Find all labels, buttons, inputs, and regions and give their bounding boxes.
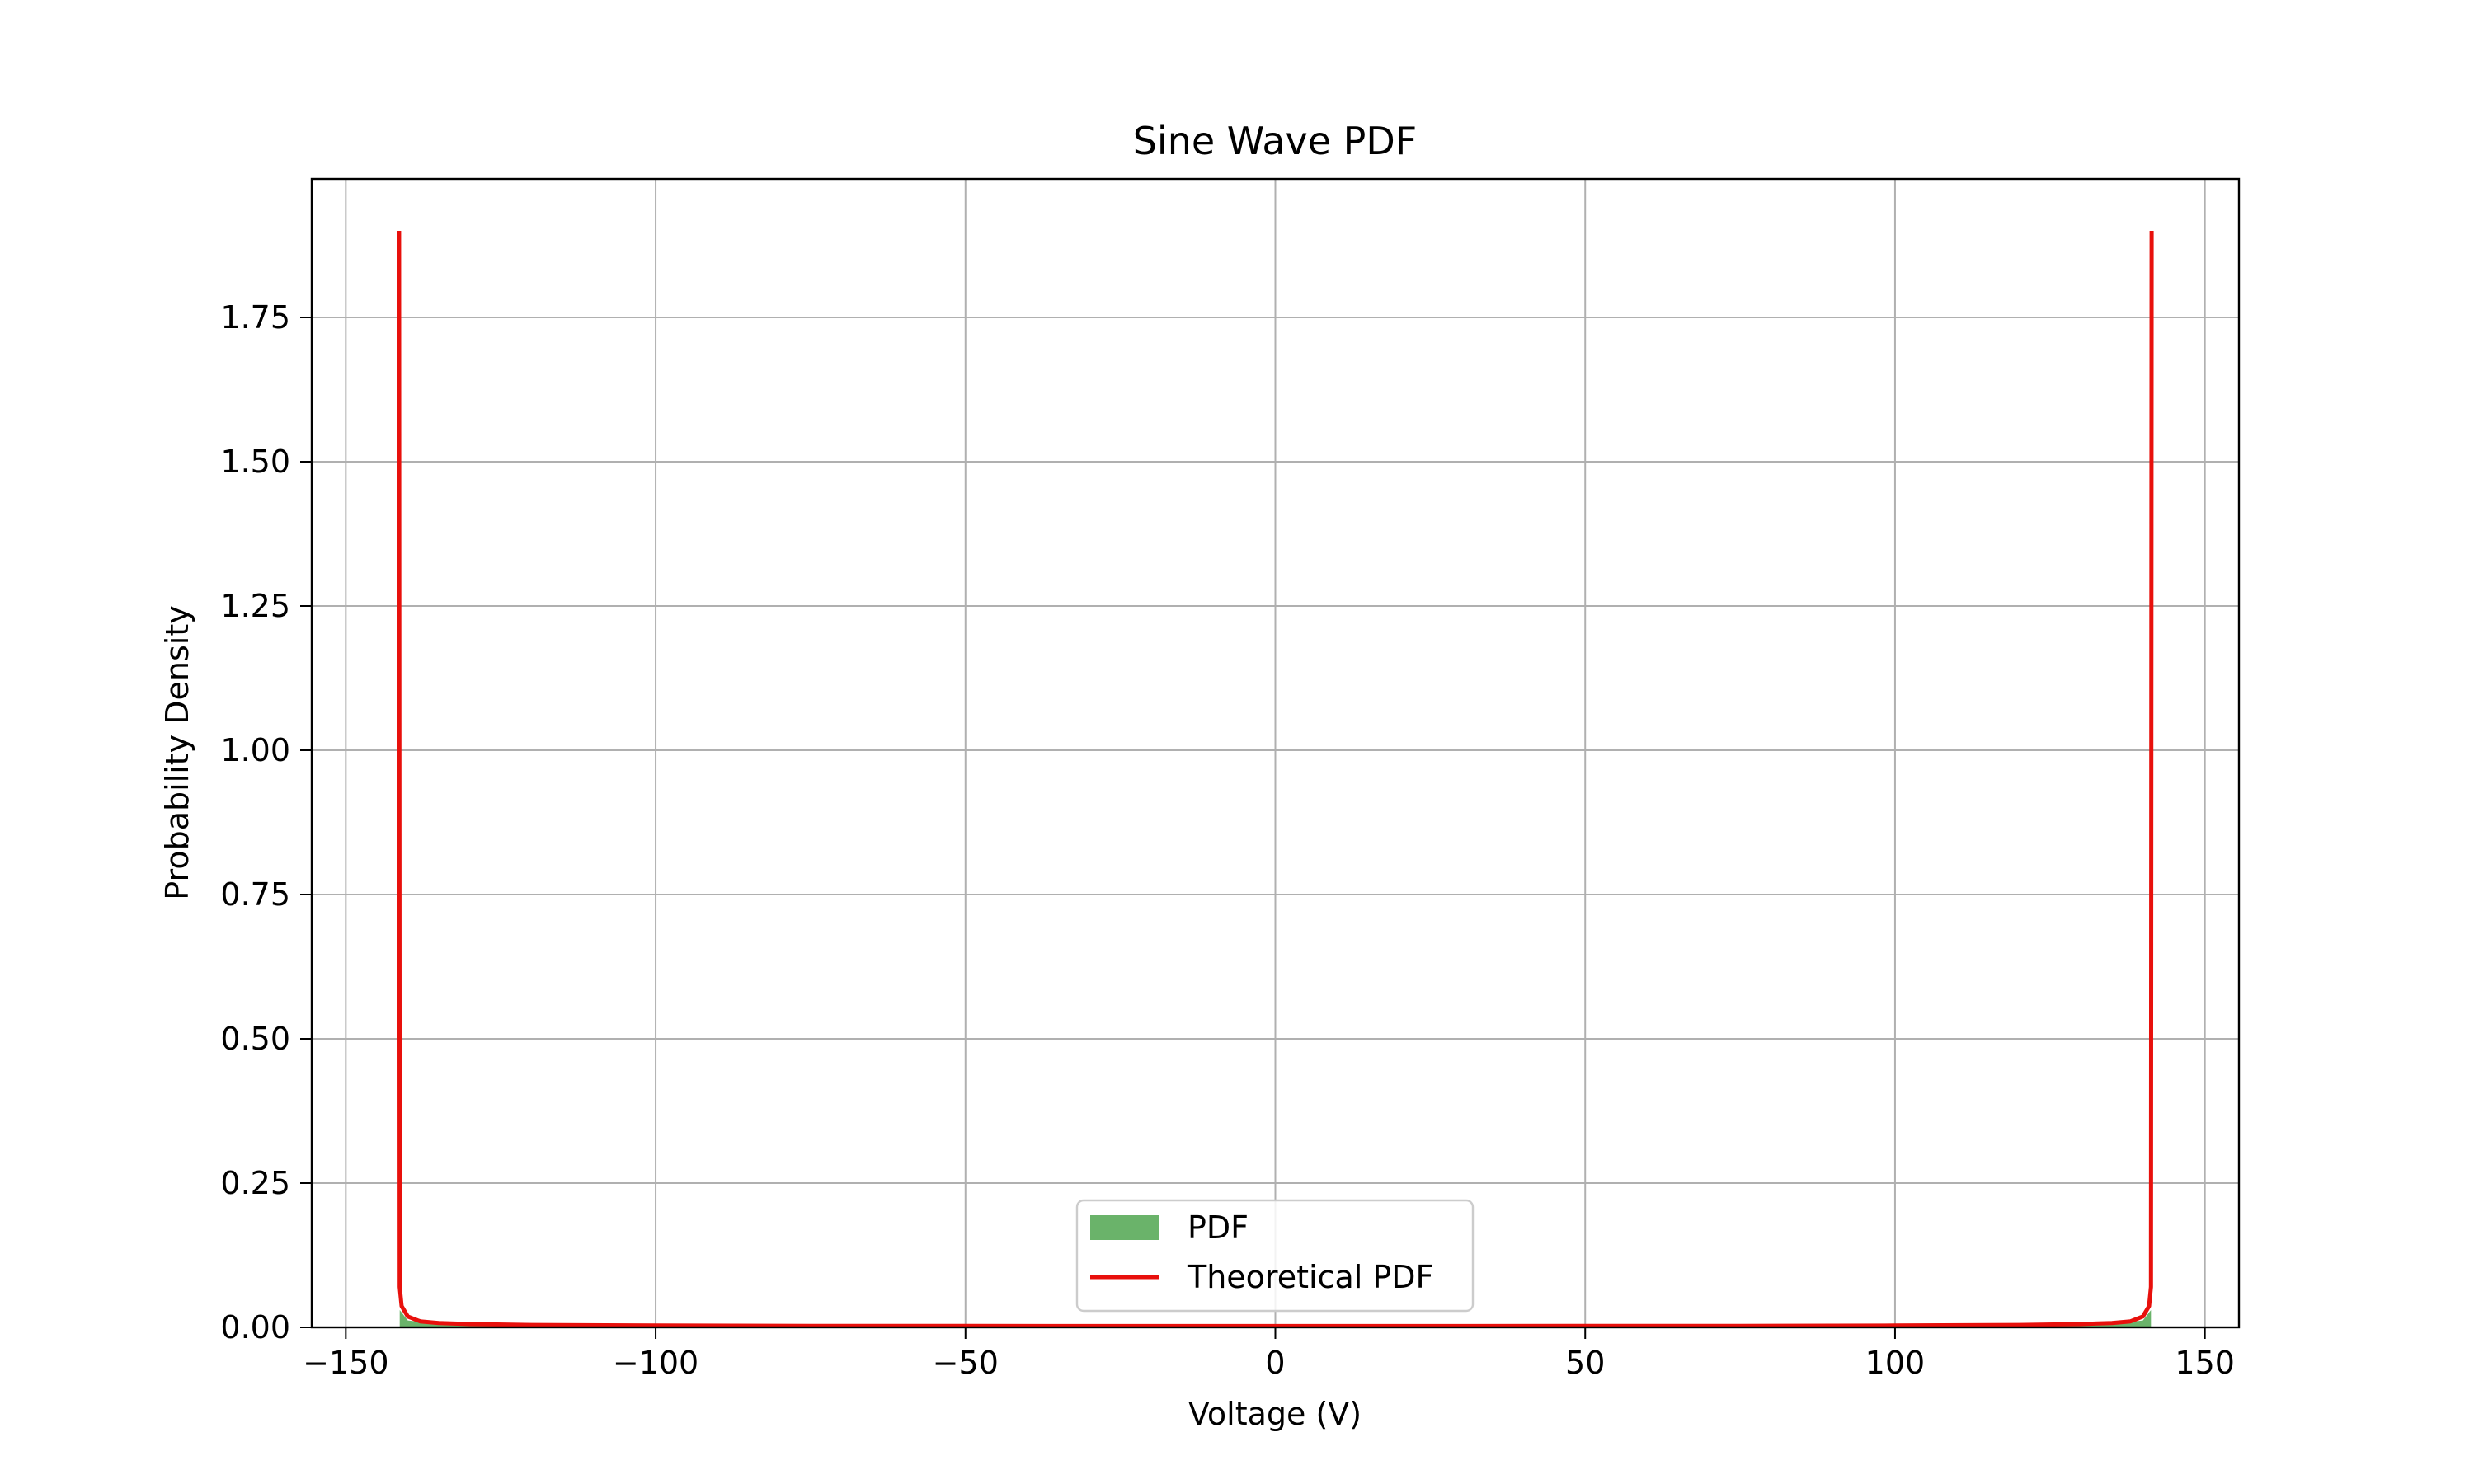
y-tick-label: 0.75 [220, 876, 290, 913]
theoretical-pdf-curve [397, 230, 2154, 1328]
x-tick-label: 150 [2175, 1345, 2235, 1381]
legend-pdf-swatch [1090, 1215, 1159, 1240]
theoretical-pdf-line [397, 230, 2154, 1328]
x-tick-label: −100 [613, 1345, 698, 1381]
y-tick-label: 1.75 [220, 299, 290, 336]
legend-theoretical-label: Theoretical PDF [1187, 1259, 1433, 1295]
y-tick-label: 0.00 [220, 1309, 290, 1345]
y-tick-label: 0.25 [220, 1165, 290, 1201]
x-axis-label: Voltage (V) [1188, 1396, 1362, 1432]
x-tick-label: −50 [933, 1345, 999, 1381]
y-tick-label: 1.25 [220, 588, 290, 624]
x-tick-label: 100 [1865, 1345, 1926, 1381]
x-axis-ticks: −150 −100 −50 0 50 100 150 [303, 1327, 2235, 1381]
y-tick-label: 1.50 [220, 444, 290, 480]
x-tick-label: 50 [1565, 1345, 1605, 1381]
legend-pdf-label: PDF [1188, 1209, 1249, 1246]
y-axis-label: Probability Density [159, 605, 195, 899]
y-axis-ticks: 0.00 0.25 0.50 0.75 1.00 1.25 1.50 1.75 [220, 299, 312, 1345]
x-tick-label: −150 [303, 1345, 388, 1381]
legend-box [1075, 1199, 1475, 1313]
y-tick-label: 0.50 [220, 1021, 290, 1057]
legend: PDF Theoretical PDF [1075, 1199, 1475, 1313]
x-tick-label: 0 [1265, 1345, 1285, 1381]
chart-title: Sine Wave PDF [1133, 119, 1418, 163]
y-tick-label: 1.00 [220, 732, 290, 768]
